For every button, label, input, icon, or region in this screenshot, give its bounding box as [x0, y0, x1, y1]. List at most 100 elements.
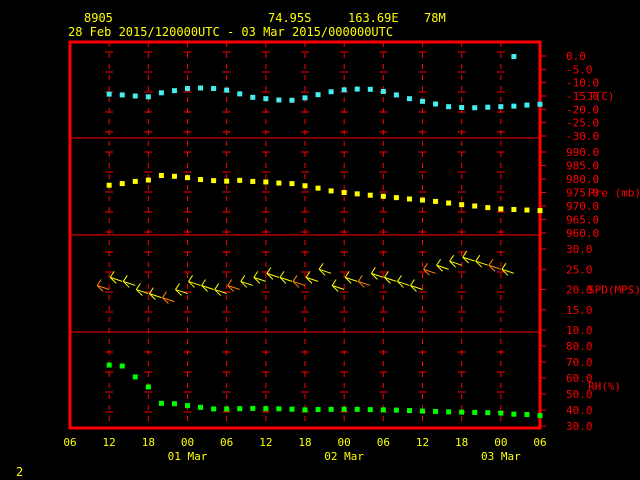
y-tick-label: 80.0	[566, 340, 593, 353]
wind-barb-stroke	[214, 283, 220, 290]
rh-point	[367, 407, 373, 413]
rh-point	[459, 409, 465, 415]
pres-point	[341, 190, 347, 195]
rh-point	[341, 406, 347, 412]
wind-barb	[96, 279, 110, 292]
wind-barb	[227, 279, 240, 292]
wind-barb	[397, 275, 410, 288]
wind-barb-stroke	[462, 256, 470, 264]
rh-point	[537, 413, 543, 419]
rh-point	[328, 406, 334, 412]
wind-barb-stroke	[109, 277, 117, 284]
wind-barb-stroke	[122, 275, 128, 282]
y-tick-label: 30.0	[566, 243, 593, 256]
wind-barb	[305, 271, 319, 284]
y-tick-label: 60.0	[566, 372, 593, 385]
temp-point	[446, 104, 452, 110]
rh-point	[302, 407, 308, 413]
wind-barb	[357, 275, 371, 288]
rh-point	[485, 410, 491, 416]
wind-barb-stroke	[149, 293, 162, 299]
pres-point	[472, 203, 478, 209]
rh-point	[158, 400, 164, 406]
pres-point	[289, 181, 295, 187]
pres-point	[250, 178, 256, 184]
x-tick-label: 06	[63, 436, 76, 449]
temp-point	[106, 91, 112, 97]
y-tick-label: -25.0	[566, 117, 599, 130]
wind-barb-stroke	[318, 268, 326, 276]
wind-barb	[201, 279, 214, 292]
wind-barb-stroke	[462, 256, 475, 262]
wind-barb-stroke	[292, 275, 298, 282]
plot-frame	[68, 40, 542, 430]
pres-point	[171, 173, 177, 179]
rh-point	[250, 405, 256, 411]
wind-barb-stroke	[423, 268, 436, 274]
pres-point	[380, 193, 386, 199]
temp-point	[459, 104, 465, 110]
x-tick-label: 18	[298, 436, 311, 449]
wind-barb	[162, 291, 175, 305]
wind-barb-stroke	[149, 293, 156, 300]
temp-point	[498, 104, 504, 110]
wind-barb-stroke	[162, 291, 167, 298]
wind-barb-stroke	[436, 258, 442, 266]
pres-point	[132, 178, 138, 184]
wind-barb	[214, 283, 227, 296]
wind-barb-stroke	[227, 285, 235, 292]
longitude: 163.69E	[348, 11, 399, 25]
wind-barb	[449, 254, 462, 268]
wind-barb-stroke	[214, 289, 227, 295]
wind-barb-stroke	[449, 260, 462, 266]
pres-point	[367, 192, 373, 198]
wind-barb-stroke	[201, 285, 214, 290]
y-tick-label: 980.0	[566, 173, 599, 186]
wind-barb-stroke	[397, 281, 404, 288]
temp-point	[393, 92, 399, 98]
temp-point	[132, 93, 138, 99]
wind-barb-stroke	[318, 263, 324, 270]
latitude: 74.95S	[268, 11, 312, 25]
y-tick-label: 30.0	[566, 420, 593, 433]
temp-point	[302, 95, 308, 101]
wind-barb-stroke	[266, 267, 272, 274]
temp-point	[119, 92, 125, 98]
wind-barb-stroke	[253, 277, 261, 284]
panel-label: Pre (mb)	[588, 187, 640, 200]
wind-barb-stroke	[162, 297, 175, 303]
temp-point	[185, 86, 190, 92]
x-day-label: 02 Mar	[324, 450, 364, 463]
wind-barb-stroke	[266, 272, 274, 280]
x-day-label: 01 Mar	[168, 450, 208, 463]
wind-barb-stroke	[410, 285, 417, 292]
wind-barb-stroke	[357, 281, 365, 288]
wind-barb-stroke	[318, 268, 332, 274]
wind-barb	[188, 275, 201, 288]
wind-barb-stroke	[370, 267, 376, 274]
wind-barb-stroke	[123, 280, 136, 286]
rh-point	[276, 406, 282, 412]
temp-point	[263, 96, 269, 102]
pres-point	[446, 200, 452, 206]
x-tick-label: 00	[338, 436, 351, 449]
y-tick-label: 0.0	[566, 50, 586, 63]
panel-label: SPD(MPS)	[588, 284, 640, 297]
wind-barb-stroke	[488, 264, 501, 270]
temp-point	[433, 101, 439, 107]
wind-barb-stroke	[423, 263, 428, 270]
x-tick-label: 18	[142, 436, 155, 449]
rh-point	[524, 412, 530, 418]
temp-point	[145, 94, 151, 100]
pres-point	[498, 206, 504, 212]
rh-point	[315, 406, 321, 412]
y-tick-label: 985.0	[566, 160, 599, 173]
wind-barb-stroke	[227, 285, 240, 290]
wind-barb-stroke	[449, 254, 455, 262]
pres-point	[393, 195, 399, 201]
wind-barb-stroke	[148, 287, 154, 294]
rh-point	[472, 409, 478, 415]
wind-barb-stroke	[266, 272, 280, 278]
y-tick-label: 25.0	[566, 263, 593, 276]
wind-barb-stroke	[279, 271, 285, 278]
